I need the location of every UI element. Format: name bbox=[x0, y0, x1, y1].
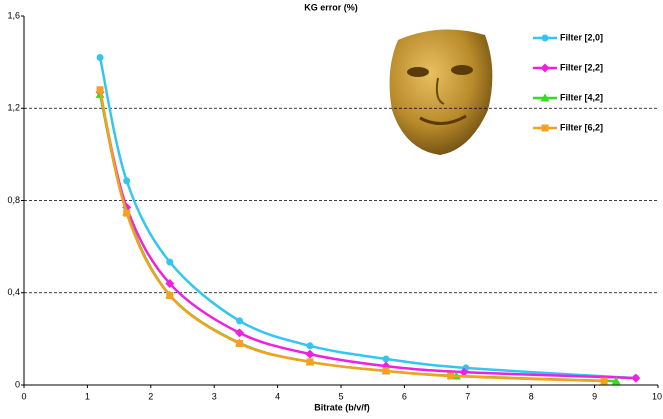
legend-marker bbox=[540, 63, 550, 73]
legend-label: Filter [2,0] bbox=[560, 32, 603, 42]
legend-label: Filter [6,2] bbox=[560, 122, 603, 132]
legend-label: Filter [2,2] bbox=[560, 62, 603, 72]
data-point bbox=[382, 367, 390, 375]
legend-marker bbox=[541, 124, 549, 132]
data-point bbox=[305, 349, 315, 359]
data-point bbox=[600, 377, 608, 385]
legend-marker bbox=[540, 93, 550, 102]
data-point bbox=[96, 54, 104, 62]
data-point bbox=[123, 209, 131, 217]
line-series bbox=[98, 91, 636, 380]
data-point bbox=[236, 339, 244, 347]
x-tick-label: 0 bbox=[21, 391, 26, 401]
data-point bbox=[306, 342, 314, 350]
x-tick-label: 4 bbox=[275, 391, 280, 401]
x-tick-label: 3 bbox=[212, 391, 217, 401]
data-point bbox=[631, 373, 641, 383]
chart-title: KG error (%) bbox=[304, 2, 358, 12]
data-point bbox=[165, 279, 175, 289]
x-tick-label: 10 bbox=[652, 391, 662, 401]
data-point bbox=[166, 258, 174, 266]
data-point bbox=[96, 86, 104, 94]
x-tick-label: 7 bbox=[465, 391, 470, 401]
data-point bbox=[447, 372, 455, 380]
y-tick-label: 0 bbox=[15, 379, 20, 389]
data-point bbox=[236, 317, 244, 325]
x-tick-label: 8 bbox=[529, 391, 534, 401]
data-point bbox=[611, 376, 621, 385]
line-series bbox=[98, 94, 617, 383]
y-tick-label: 0,4 bbox=[7, 287, 20, 297]
data-point bbox=[166, 292, 174, 300]
data-point bbox=[235, 328, 245, 338]
data-point bbox=[382, 355, 390, 363]
line-series bbox=[98, 89, 605, 383]
y-tick-label: 1,2 bbox=[7, 103, 20, 113]
face-image bbox=[389, 29, 493, 156]
y-tick-label: 0,8 bbox=[7, 195, 20, 205]
y-tick-label: 1,6 bbox=[7, 10, 20, 20]
legend-label: Filter [4,2] bbox=[560, 92, 603, 102]
data-point bbox=[123, 177, 131, 185]
x-tick-label: 9 bbox=[592, 391, 597, 401]
x-tick-label: 5 bbox=[338, 391, 343, 401]
legend-marker bbox=[541, 34, 549, 42]
x-tick-label: 6 bbox=[402, 391, 407, 401]
x-tick-label: 1 bbox=[85, 391, 90, 401]
x-tick-label: 2 bbox=[148, 391, 153, 401]
data-point bbox=[306, 358, 314, 366]
data-point bbox=[459, 367, 469, 377]
line-series bbox=[98, 57, 636, 380]
x-axis-label: Bitrate (b/v/f) bbox=[314, 402, 370, 412]
